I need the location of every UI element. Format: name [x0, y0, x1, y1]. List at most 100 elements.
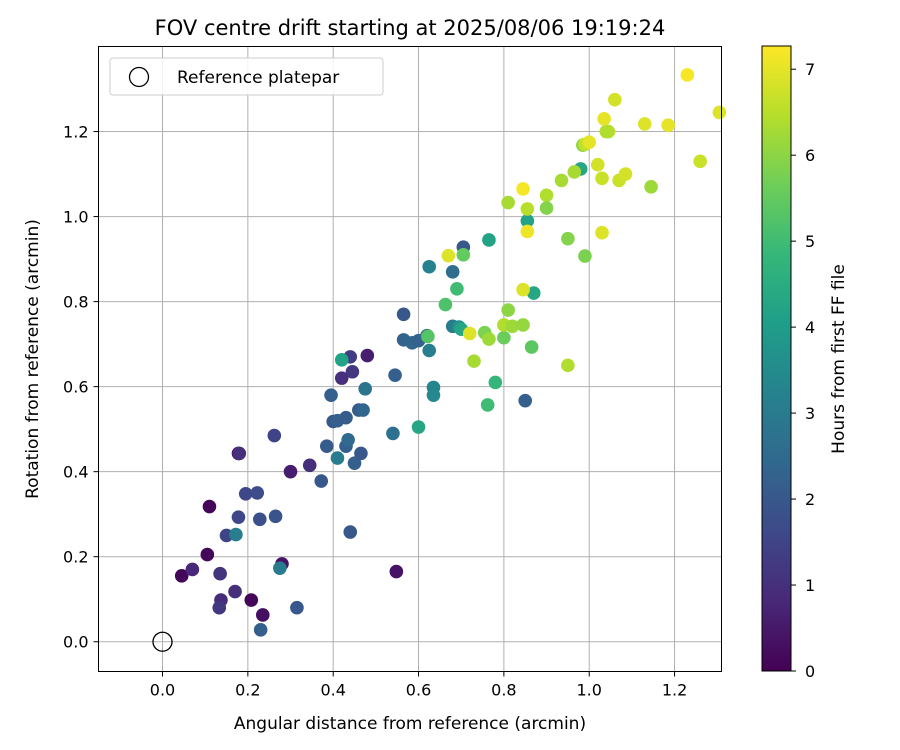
data-point [421, 329, 435, 344]
data-point [539, 201, 554, 215]
colorbar-tick-label: 0 [805, 662, 815, 681]
x-axis-label: Angular distance from reference (arcmin) [234, 714, 586, 734]
data-point [539, 188, 554, 203]
data-point [438, 297, 453, 312]
colorbar-tick-label: 5 [805, 232, 815, 251]
data-point [319, 439, 334, 453]
data-point [590, 157, 605, 172]
data-point [202, 499, 217, 514]
data-point [360, 348, 375, 363]
data-point [324, 388, 338, 402]
data-point [389, 564, 404, 579]
data-point [488, 375, 503, 390]
data-point [302, 458, 317, 473]
data-point [185, 562, 200, 577]
data-point [231, 510, 246, 524]
legend-reference-label: Reference platepar [177, 68, 339, 88]
data-point [250, 486, 265, 500]
data-point [396, 307, 411, 322]
reference-marker-layer [152, 631, 173, 652]
y-tick-label: 0.6 [63, 378, 88, 397]
data-point [680, 68, 695, 82]
y-tick-label: 0.2 [63, 548, 88, 567]
data-point [232, 446, 247, 461]
legend: Reference platepar [109, 57, 384, 96]
data-point [518, 393, 533, 408]
y-tick-label: 0.0 [63, 633, 88, 652]
data-point [441, 248, 456, 263]
data-point [578, 249, 592, 263]
data-point [244, 593, 259, 607]
y-tick-label: 0.4 [63, 463, 88, 482]
data-point [524, 340, 539, 354]
data-point [661, 118, 675, 132]
data-point [228, 584, 242, 599]
data-point [520, 214, 535, 228]
data-point [255, 608, 270, 622]
data-point [456, 248, 471, 262]
data-point [354, 446, 368, 461]
x-tick-label: 0.2 [235, 681, 260, 700]
data-point [174, 569, 189, 583]
reference-platepar-marker [152, 631, 173, 652]
data-point [229, 527, 243, 542]
x-axis-ticks: 0.0 0.2 0.4 0.6 0.8 1.0 1.2 [150, 671, 687, 700]
data-point [422, 343, 437, 358]
chart-title: FOV centre drift starting at 2025/08/06 … [155, 16, 666, 40]
data-point [200, 547, 215, 562]
data-point [339, 410, 353, 425]
data-point [273, 561, 287, 575]
data-point [347, 456, 362, 470]
data-point [334, 353, 349, 367]
data-point [561, 358, 575, 373]
data-point [358, 381, 372, 396]
colorbar: 0 1 2 3 4 5 6 7 Hours from first FF file [761, 45, 849, 681]
data-point [238, 486, 253, 501]
colorbar-label: Hours from first FF file [829, 264, 849, 454]
colorbar-tick-label: 4 [805, 318, 815, 337]
y-tick-label: 1.0 [63, 208, 88, 227]
data-point [595, 225, 609, 240]
data-point [526, 286, 541, 300]
x-tick-label: 1.0 [576, 681, 601, 700]
data-point [450, 282, 464, 296]
data-point [516, 282, 530, 297]
x-tick-label: 0.8 [491, 681, 516, 700]
y-tick-label: 0.8 [63, 293, 88, 312]
data-point [567, 165, 582, 179]
data-point [480, 398, 495, 412]
colorbar-tick-label: 3 [805, 404, 815, 423]
x-tick-label: 0.4 [320, 681, 345, 700]
y-axis-ticks: 0.0 0.2 0.4 0.6 0.8 1.0 1.2 [63, 123, 99, 652]
data-point [445, 265, 460, 279]
data-point [482, 233, 496, 247]
data-point [345, 364, 360, 379]
colorbar-tick-label: 1 [805, 576, 815, 595]
data-point [252, 512, 267, 527]
data-point [422, 259, 437, 274]
data-point [693, 154, 707, 169]
data-point [595, 171, 609, 186]
x-tick-label: 0.6 [406, 681, 431, 700]
data-points [174, 68, 727, 637]
data-point [516, 182, 530, 196]
data-point [597, 111, 611, 126]
data-point [213, 566, 227, 581]
data-point [411, 420, 426, 434]
data-point [314, 474, 329, 488]
colorbar-gradient [761, 45, 792, 672]
data-point [268, 509, 283, 524]
data-point [267, 428, 282, 443]
colorbar-tick-label: 7 [805, 60, 815, 79]
colorbar-tick-label: 6 [805, 146, 815, 165]
data-point [343, 525, 358, 539]
data-point [290, 600, 304, 615]
data-point [212, 600, 227, 615]
data-point [608, 92, 622, 107]
data-point [554, 173, 569, 188]
data-point [341, 432, 355, 447]
x-tick-label: 1.2 [662, 681, 687, 700]
y-tick-label: 1.2 [63, 123, 88, 142]
